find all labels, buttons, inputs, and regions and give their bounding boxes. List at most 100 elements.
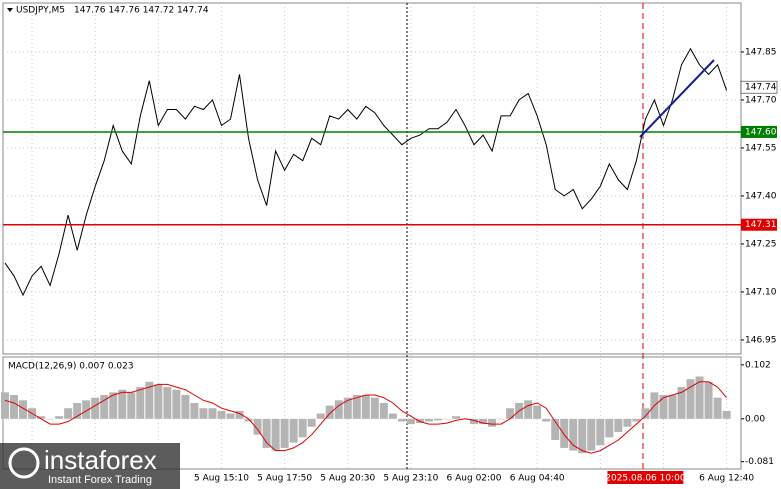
y-tick-label: 147.25 (745, 239, 777, 249)
macd-bar (641, 408, 650, 419)
price-panel (2, 2, 742, 355)
plot (1, 47, 741, 454)
macd-bar (334, 400, 343, 419)
macd-bar (208, 408, 217, 419)
level-label: 147.60 (745, 127, 777, 137)
macd-bar (605, 418, 614, 438)
macd-bar (361, 395, 370, 419)
macd-bar (145, 381, 154, 419)
macd-bar (289, 418, 298, 443)
macd-bar (118, 389, 127, 419)
x-tick-label: 5 Aug 20:30 (320, 474, 375, 484)
macd-bar (442, 418, 451, 420)
x-tick-label: 6 Aug 02:00 (447, 474, 502, 484)
macd-bar (424, 418, 433, 422)
macd-bar (497, 418, 506, 420)
macd-bar (91, 397, 100, 419)
y-tick-label: 147.10 (745, 287, 777, 297)
x-tick-label: 6 Aug 12:40 (699, 474, 754, 484)
macd-bar (343, 397, 352, 419)
macd-bar (262, 418, 271, 448)
y-tick-label: 146.95 (745, 335, 777, 345)
x-tick-label: 5 Aug 23:10 (383, 474, 438, 484)
y-tick-label: 147.40 (745, 191, 777, 201)
y-tick-label: -0.081 (745, 457, 774, 467)
macd-bar (10, 395, 19, 419)
macd-bar (235, 410, 244, 419)
menu-arrow (7, 8, 13, 12)
macd-bar (127, 392, 136, 419)
macd-bar (596, 418, 605, 446)
macd-bar (542, 418, 551, 422)
macd-bar (677, 387, 686, 419)
macd-bar (100, 395, 109, 419)
highlight-box (607, 471, 684, 484)
macd-bar (109, 392, 118, 419)
level-label-box (741, 125, 777, 138)
last-price-box (740, 80, 778, 94)
level-label: 147.31 (745, 220, 777, 230)
macd-bar (452, 416, 460, 419)
macd-bar (659, 395, 668, 419)
macd-bar (370, 397, 379, 419)
macd-bar (136, 387, 145, 419)
y-tick-label: 147.55 (745, 143, 777, 153)
chart-title: USDJPY,M5 (16, 6, 65, 16)
macd-bar (1, 392, 9, 419)
macd-bar (551, 418, 560, 440)
macd-bar (379, 402, 388, 419)
price-line (4, 47, 728, 297)
level-label-box (741, 218, 777, 231)
watermark-logo (8, 447, 40, 479)
price-line (4, 381, 727, 454)
macd-bar (397, 418, 406, 422)
macd-bar (569, 418, 578, 451)
macd-bar (524, 400, 533, 419)
macd-bar (506, 408, 515, 419)
macd-bar (686, 379, 695, 419)
macd-bar (560, 418, 569, 448)
macd-bar (154, 384, 163, 419)
macd-bar (325, 405, 334, 419)
macd-bar (578, 418, 587, 454)
macd-bar (713, 397, 722, 419)
y-tick-label: 0.00 (745, 414, 765, 424)
macd-bar (307, 418, 316, 427)
macd-bar (19, 400, 28, 419)
macd-bar (73, 402, 82, 419)
macd-bar (695, 376, 704, 419)
macd-bar (271, 418, 280, 451)
macd-bar (46, 418, 55, 420)
macd-bar (190, 402, 199, 419)
macd-bar (253, 418, 262, 435)
y-tick-label: 0.102 (745, 360, 771, 370)
macd-bar (55, 416, 64, 419)
y-tick-label: 147.70 (745, 95, 777, 105)
x-tick-label: 5 Aug 17:50 (257, 474, 312, 484)
macd-bar (244, 418, 253, 422)
macd-bar (82, 400, 91, 419)
macd-bar (668, 395, 677, 419)
macd-bar (199, 408, 208, 419)
macd-bar (623, 418, 632, 427)
macd-bar (172, 389, 181, 419)
chart-subtitle: 147.76 147.76 147.72 147.74 (74, 6, 209, 16)
macd-bar (163, 387, 172, 419)
macd-bar (587, 418, 596, 451)
trend-line (639, 59, 715, 138)
macd-bar (632, 418, 641, 422)
macd-bar (181, 395, 190, 419)
macd-bar (406, 418, 415, 425)
macd-bar (217, 410, 226, 419)
macd-bar (226, 413, 235, 419)
watermark-brand: instaforex (44, 445, 157, 475)
macd-bar (433, 418, 442, 421)
macd-bar (37, 416, 46, 419)
macd-bar (479, 418, 488, 425)
last-price-label: 147.74 (745, 83, 777, 93)
macd-bar (64, 408, 73, 419)
macd-bar (470, 418, 479, 425)
watermark-tagline: Instant Forex Trading (48, 474, 152, 486)
macd-bar (614, 418, 623, 433)
